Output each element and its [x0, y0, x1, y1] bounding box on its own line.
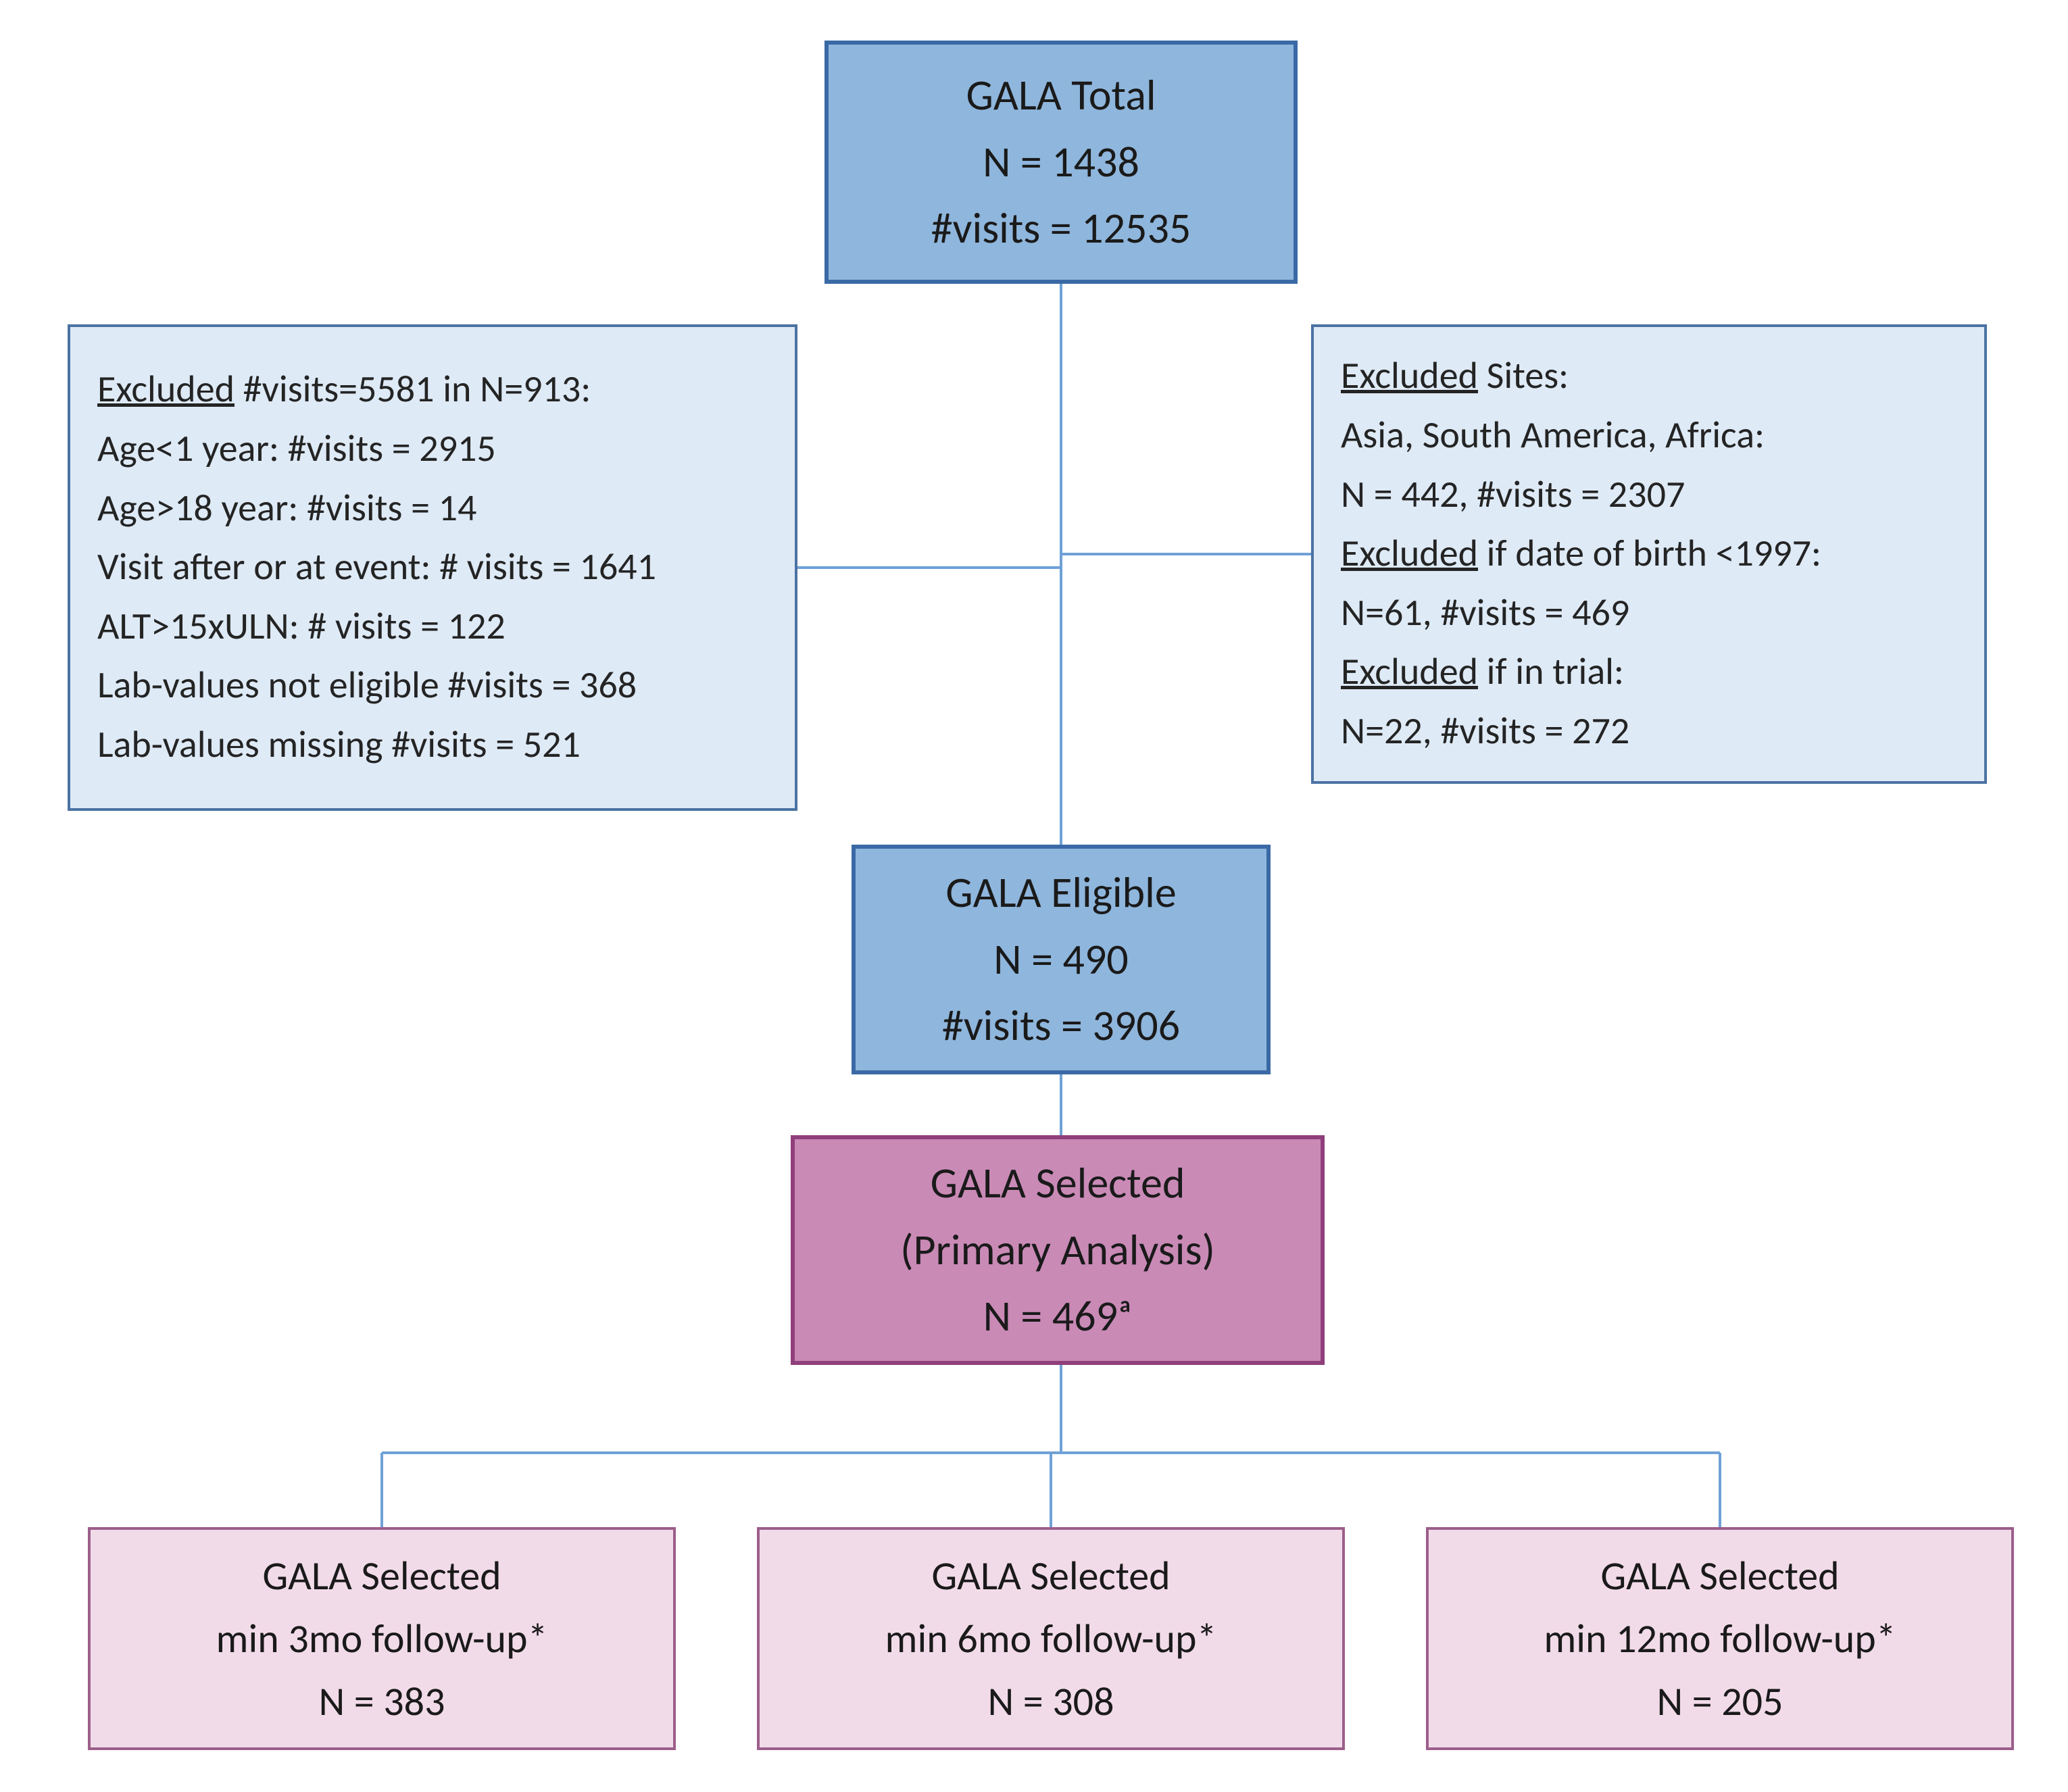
- node-text: GALA Selected: [262, 1549, 501, 1603]
- node-gala-selected-primary: GALA Selected (Primary Analysis) N = 469…: [791, 1135, 1325, 1365]
- node-gala-eligible: GALA Eligible N = 490 #visits = 3906: [852, 845, 1271, 1074]
- node-gala-selected-3mo: GALA Selected min 3mo follow-up* N = 383: [88, 1527, 676, 1750]
- node-text: Lab-values not eligible #visits = 368: [97, 660, 637, 712]
- node-text: Excluded if date of birth <1997:: [1341, 528, 1821, 580]
- node-text: N = 490: [993, 930, 1128, 989]
- node-text: Asia, South America, Africa:: [1341, 410, 1765, 462]
- node-text: N = 469ᵃ: [983, 1287, 1133, 1345]
- node-text: GALA Selected: [931, 1549, 1170, 1603]
- node-gala-total: GALA Total N = 1438 #visits = 12535: [824, 41, 1298, 284]
- node-text: Visit after or at event: # visits = 1641: [97, 542, 656, 593]
- node-text: N = 442, #visits = 2307: [1341, 470, 1685, 521]
- node-text: min 6mo follow-up*: [885, 1612, 1217, 1666]
- node-text: N = 1438: [983, 133, 1139, 191]
- node-text: N=61, #visits = 469: [1341, 588, 1629, 639]
- node-excluded-visits: Excluded #visits=5581 in N=913: Age<1 yea…: [68, 324, 797, 811]
- node-text: #visits = 3906: [942, 997, 1180, 1055]
- node-text: Excluded #visits=5581 in N=913:: [97, 364, 591, 416]
- node-text: min 12mo follow-up*: [1544, 1612, 1896, 1666]
- node-text: N = 308: [988, 1674, 1114, 1729]
- node-text: Excluded if in trial:: [1341, 647, 1624, 698]
- node-text: ALT>15xULN: # visits = 122: [97, 601, 506, 653]
- node-text: Age<1 year: #visits = 2915: [97, 424, 496, 475]
- node-text: (Primary Analysis): [900, 1221, 1215, 1279]
- node-text: GALA Selected: [1600, 1549, 1839, 1603]
- node-text: N = 205: [1657, 1674, 1783, 1729]
- node-text: N=22, #visits = 272: [1341, 706, 1629, 757]
- node-text: min 3mo follow-up*: [216, 1612, 548, 1666]
- flowchart-canvas: GALA Total N = 1438 #visits = 12535 Excl…: [0, 0, 2068, 1792]
- node-excluded-sites: Excluded Sites: Asia, South America, Afri…: [1311, 324, 1987, 784]
- node-gala-selected-12mo: GALA Selected min 12mo follow-up* N = 20…: [1426, 1527, 2014, 1750]
- node-text: GALA Eligible: [945, 864, 1176, 922]
- node-text: N = 383: [319, 1674, 445, 1729]
- node-text: #visits = 12535: [931, 199, 1191, 257]
- node-text: GALA Selected: [931, 1154, 1185, 1212]
- node-text: Excluded Sites:: [1341, 351, 1569, 402]
- node-text: Lab-values missing #visits = 521: [97, 720, 581, 771]
- node-text: GALA Total: [966, 66, 1156, 124]
- node-text: Age>18 year: #visits = 14: [97, 483, 476, 534]
- node-gala-selected-6mo: GALA Selected min 6mo follow-up* N = 308: [757, 1527, 1345, 1750]
